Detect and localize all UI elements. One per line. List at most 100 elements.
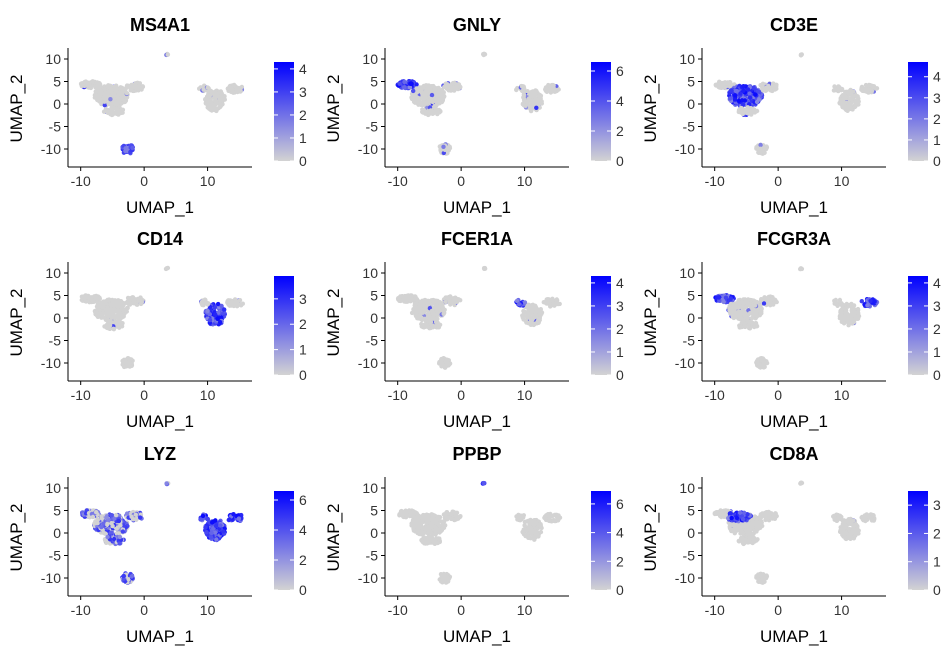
cell-point — [424, 299, 430, 305]
cell-point — [111, 326, 116, 331]
cell-point — [120, 529, 126, 534]
cell-point — [416, 307, 421, 313]
cell-point — [533, 305, 539, 310]
cell-point — [762, 295, 767, 300]
cell-point — [430, 323, 436, 328]
y-tick-label: -10 — [41, 355, 61, 371]
x-axis-label: UMAP_1 — [443, 412, 511, 431]
cell-point — [544, 86, 549, 91]
cell-point — [402, 299, 407, 304]
y-tick-label: 5 — [53, 74, 61, 90]
points-layer — [395, 51, 561, 156]
cell-point — [516, 302, 522, 307]
cell-point — [751, 85, 756, 91]
cell-point — [443, 299, 448, 305]
cell-point — [109, 530, 114, 535]
cell-point — [419, 90, 424, 96]
cell-point — [208, 535, 214, 540]
cell-point — [865, 303, 870, 308]
legend-tick-label: 3 — [933, 90, 941, 106]
cell-point — [122, 88, 127, 94]
cell-point — [433, 319, 439, 325]
cell-point — [849, 89, 854, 94]
cell-point — [747, 311, 753, 316]
x-tick-label: -10 — [388, 387, 408, 403]
cell-point — [798, 53, 804, 58]
cell-point — [418, 101, 423, 107]
cell-point — [97, 92, 102, 97]
cell-point — [522, 523, 527, 528]
y-tick-label: 0 — [370, 310, 378, 326]
legend-tick-label: 2 — [299, 107, 307, 123]
cell-point — [758, 146, 763, 151]
legend-tick-label: 0 — [299, 582, 307, 598]
cell-point — [855, 306, 861, 312]
cell-point — [430, 298, 435, 303]
cell-point — [453, 517, 459, 522]
cell-point — [437, 308, 442, 313]
cell-point — [140, 84, 145, 89]
cell-point — [399, 509, 405, 514]
cell-point — [753, 92, 758, 97]
cell-point — [873, 86, 879, 91]
cell-point — [527, 534, 532, 540]
cell-point — [124, 511, 130, 516]
cell-point — [727, 80, 733, 85]
cell-point — [201, 87, 206, 92]
cell-point — [429, 92, 435, 98]
cell-point — [430, 99, 435, 105]
cell-point — [872, 299, 877, 304]
legend-tick-label: 1 — [299, 130, 307, 146]
cell-point — [758, 142, 763, 148]
cell-point — [102, 103, 108, 108]
y-tick-label: 0 — [53, 96, 61, 112]
cell-point — [856, 310, 861, 316]
x-tick-label: 10 — [834, 173, 850, 189]
cell-point — [95, 517, 101, 522]
points-layer — [395, 265, 562, 370]
cell-point — [736, 309, 741, 315]
cell-point — [209, 530, 214, 536]
y-tick-label: -10 — [358, 141, 378, 157]
cell-point — [442, 307, 447, 312]
cell-point — [421, 302, 426, 308]
cell-point — [129, 514, 134, 519]
cell-point — [442, 364, 448, 369]
cell-point — [102, 98, 107, 103]
cell-point — [105, 521, 110, 526]
legend-tick-label: 1 — [299, 342, 307, 358]
cell-point — [520, 315, 525, 320]
cell-point — [481, 52, 486, 58]
y-tick-label: -5 — [49, 548, 62, 564]
cell-point — [446, 296, 451, 301]
cell-point — [225, 298, 230, 304]
cell-point — [121, 573, 126, 579]
cell-point — [407, 85, 413, 90]
cell-point — [544, 297, 550, 303]
cell-point — [417, 302, 422, 307]
cell-point — [207, 317, 213, 323]
cell-point — [94, 510, 99, 515]
cell-point — [728, 88, 734, 93]
legend-tick-label: 3 — [616, 298, 624, 314]
cell-point — [129, 87, 134, 92]
cell-point — [747, 95, 753, 100]
y-axis-label: UMAP_2 — [7, 503, 26, 571]
cell-point — [728, 296, 733, 301]
cell-point — [127, 358, 132, 364]
y-tick-label: 10 — [679, 51, 695, 67]
legend-tick-label: 4 — [299, 61, 307, 77]
cell-point — [163, 266, 169, 272]
cell-point — [127, 302, 133, 307]
cell-point — [733, 301, 738, 307]
cell-point — [424, 525, 430, 530]
cell-point — [422, 324, 427, 329]
legend-tick-label: 4 — [933, 275, 941, 291]
legend-colorbar — [908, 276, 928, 375]
x-tick-label: 0 — [457, 173, 465, 189]
cell-point — [205, 97, 210, 103]
